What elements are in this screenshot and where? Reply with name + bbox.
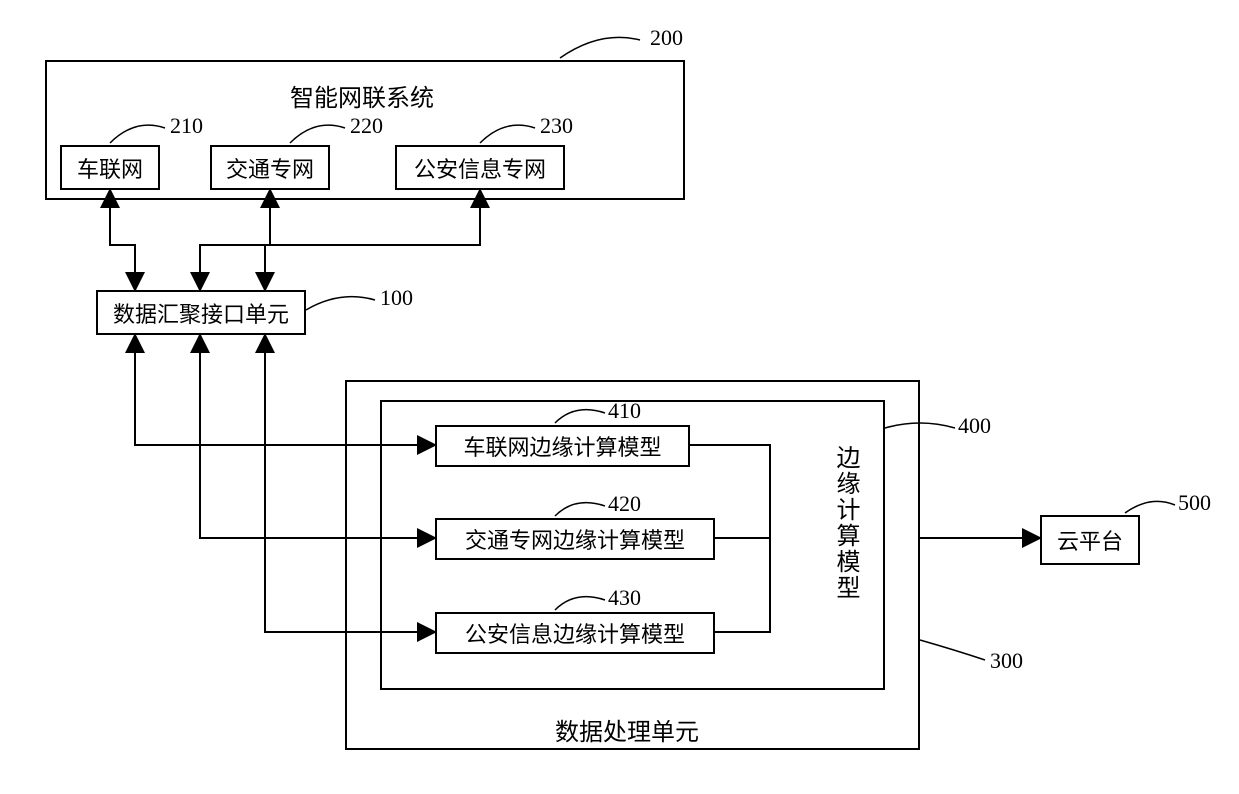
net-230-label: 公安信息专网	[406, 148, 554, 188]
ref-230: 230	[540, 113, 573, 139]
model-430-label: 公安信息边缘计算模型	[457, 613, 693, 653]
ref-500: 500	[1178, 490, 1211, 516]
model-410-box: 车联网边缘计算模型	[435, 425, 690, 467]
proc-300-title: 数据处理单元	[555, 712, 699, 747]
ref-200: 200	[650, 25, 683, 51]
ref-220: 220	[350, 113, 383, 139]
net-220-label: 交通专网	[218, 148, 322, 188]
ref-400: 400	[958, 413, 991, 439]
system-200-title: 智能网联系统	[290, 78, 434, 113]
cloud-500-box: 云平台	[1040, 515, 1140, 565]
edge-400-label: 边缘计算模型	[828, 445, 863, 601]
cloud-500-label: 云平台	[1049, 520, 1131, 560]
ref-210: 210	[170, 113, 203, 139]
diagram-container: 智能网联系统 车联网 交通专网 公安信息专网 数据汇聚接口单元 数据处理单元 边…	[0, 0, 1239, 794]
agg-100-box: 数据汇聚接口单元	[96, 290, 306, 335]
ref-100: 100	[380, 285, 413, 311]
net-220-box: 交通专网	[210, 145, 330, 190]
agg-100-label: 数据汇聚接口单元	[105, 293, 297, 333]
model-420-box: 交通专网边缘计算模型	[435, 518, 715, 560]
ref-410: 410	[608, 398, 641, 424]
model-420-label: 交通专网边缘计算模型	[457, 519, 693, 559]
net-230-box: 公安信息专网	[395, 145, 565, 190]
model-430-box: 公安信息边缘计算模型	[435, 612, 715, 654]
ref-300: 300	[990, 648, 1023, 674]
ref-430: 430	[608, 585, 641, 611]
net-210-box: 车联网	[60, 145, 160, 190]
ref-420: 420	[608, 491, 641, 517]
model-410-label: 车联网边缘计算模型	[455, 426, 669, 466]
net-210-label: 车联网	[69, 148, 151, 188]
